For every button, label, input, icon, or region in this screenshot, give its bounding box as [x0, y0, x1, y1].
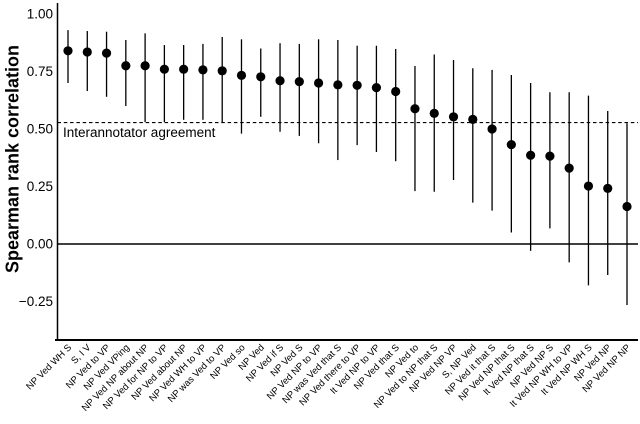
data-point [256, 72, 266, 82]
data-point [545, 151, 555, 161]
data-point [429, 108, 439, 118]
data-point [121, 61, 131, 71]
y-tick-label: 0.25 [27, 179, 53, 194]
data-point [622, 201, 632, 212]
data-point [179, 64, 189, 74]
data-point [198, 65, 208, 75]
y-axis-title: Spearman rank correlation [2, 44, 23, 274]
data-point [159, 64, 169, 74]
y-tick-label: 0.50 [27, 122, 53, 137]
data-point [371, 83, 382, 93]
data-point [506, 140, 516, 150]
data-point [391, 86, 401, 97]
data-point [294, 77, 304, 87]
y-tick-label: 0.75 [27, 64, 53, 79]
data-point [526, 150, 536, 160]
data-point [333, 80, 343, 90]
data-point [140, 61, 150, 71]
y-tick-label: 1.00 [27, 7, 53, 22]
data-point [583, 181, 594, 191]
data-point [236, 70, 247, 81]
data-point [63, 46, 73, 56]
y-tick-label: 0.00 [27, 237, 53, 252]
interannotator-agreement-label: Interannotator agreement [63, 125, 216, 140]
y-tick-label: −0.25 [19, 294, 53, 309]
data-point [352, 80, 362, 90]
data-point [217, 66, 227, 76]
data-point [275, 76, 285, 86]
data-point [603, 183, 613, 193]
data-point [101, 48, 112, 58]
data-point [448, 112, 459, 122]
data-point [564, 163, 574, 173]
data-point [410, 104, 420, 114]
data-point [313, 78, 324, 88]
data-point [82, 47, 92, 57]
data-point [468, 114, 478, 124]
data-point [487, 124, 497, 134]
